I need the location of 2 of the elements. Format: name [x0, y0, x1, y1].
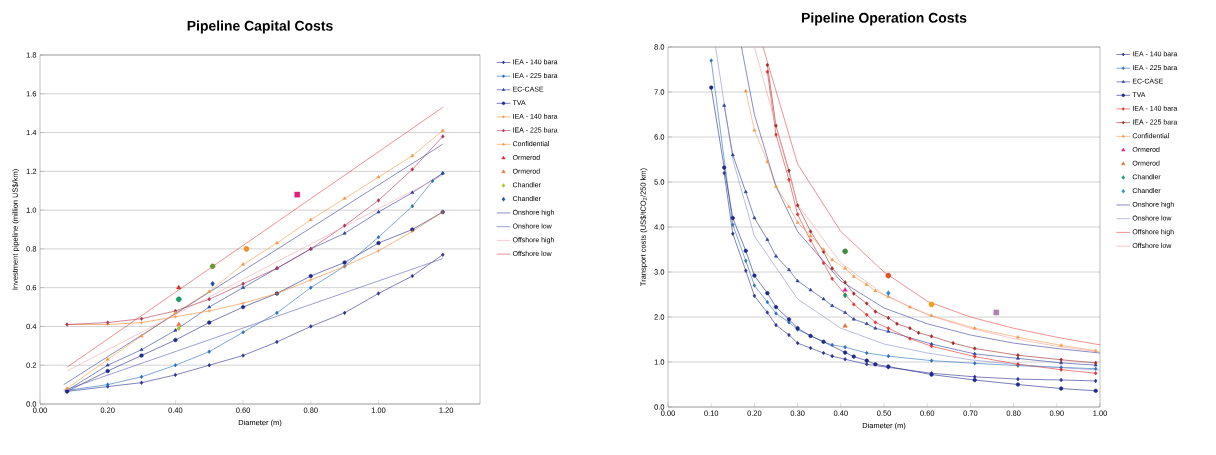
chart-title: Pipeline Operation Costs	[802, 12, 967, 26]
chart-title: Pipeline Capital Costs	[187, 20, 333, 34]
